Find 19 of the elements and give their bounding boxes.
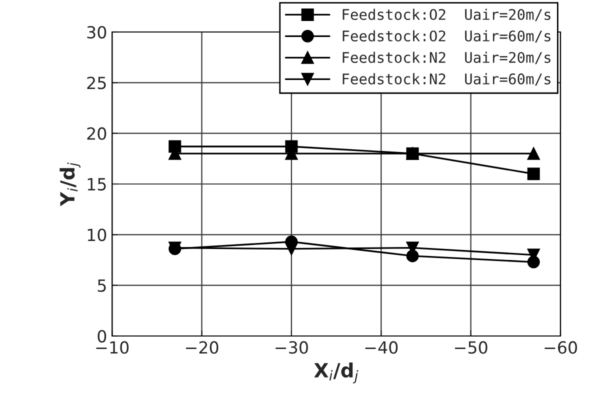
y-tick-label: 25 [87,76,106,90]
x-axis-title: X$_{i}$/d$_{j}$ [314,362,358,384]
y-tick-label: 10 [88,228,106,242]
x-tick-label: −40 [365,341,398,354]
legend-label: Feedstock:O2 Uair=20m/s [342,8,550,22]
y-axis-title: Y$_{i}$/d$_{j}$ [60,162,80,206]
y-tick-label: 15 [88,178,106,191]
x-tick-label: −30 [276,341,308,354]
y-tick-label: 0 [98,330,106,343]
y-tick-label: 20 [87,127,106,140]
x-tick-label: −60 [544,341,577,354]
x-tick-label: −50 [455,341,488,354]
legend-label: Feedstock:O2 Uair=60m/s [342,30,550,43]
y-tick-label: 30 [87,26,106,39]
y-tick-label: 5 [98,280,106,292]
legend-label: Feedstock:N2 Uair=60m/s [342,73,550,86]
x-tick-label: −20 [186,341,218,354]
x-tick-label: −10 [96,341,129,354]
legend-label: Feedstock:N2 Uair=20m/s [342,52,550,64]
